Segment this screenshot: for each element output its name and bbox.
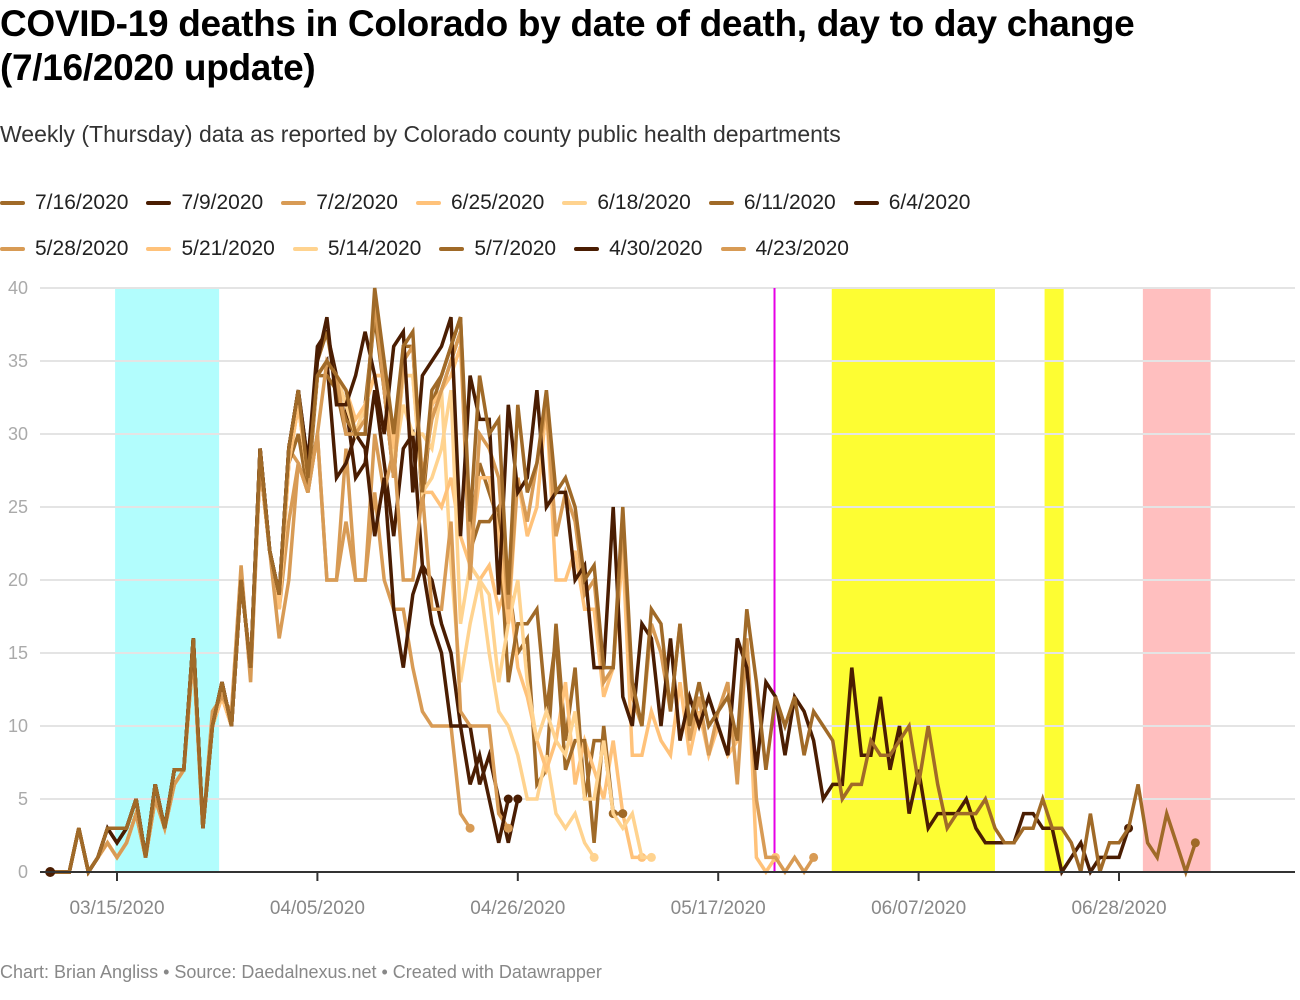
legend-item: 4/23/2020: [720, 237, 849, 261]
series-end-dot: [646, 852, 656, 862]
y-tick-label: 20: [8, 570, 28, 590]
legend-label: 5/28/2020: [35, 237, 129, 260]
series-end-dot: [465, 823, 475, 833]
legend-swatch: [853, 201, 879, 205]
legend-label: 6/25/2020: [450, 191, 545, 214]
y-tick-label: 5: [18, 789, 28, 809]
legend-item: 6/25/2020: [415, 191, 545, 215]
legend-item: 7/2/2020: [281, 191, 398, 215]
legend-item: 7/16/2020: [0, 191, 128, 215]
x-tick-label: 06/28/2020: [1071, 898, 1166, 919]
series-line: [50, 287, 1198, 878]
legend-swatch: [0, 201, 25, 205]
legend-item: 5/14/2020: [292, 237, 422, 261]
legend-row: 7/16/2020 7/9/2020 7/2/2020 6/25/2020 6/18/2…: [0, 180, 1300, 226]
y-tick-label: 10: [8, 716, 28, 736]
chart-footer: Chart: Brian Angliss • Source: Daedalnex…: [0, 962, 602, 982]
legend-label: 7/2/2020: [316, 191, 398, 214]
y-tick-label: 0: [18, 862, 28, 882]
legend-label: 7/16/2020: [35, 191, 129, 214]
series-end-dot: [809, 852, 819, 862]
legend-label: 4/23/2020: [755, 237, 849, 260]
legend-label: 7/9/2020: [181, 191, 264, 214]
x-tick-label: 06/07/2020: [871, 898, 966, 919]
legend-item: 6/11/2020: [708, 191, 836, 215]
legend-swatch: [708, 201, 734, 205]
y-tick-label: 35: [8, 351, 28, 371]
x-tick-label: 03/15/2020: [69, 898, 164, 919]
legend-swatch: [415, 201, 441, 205]
legend-item: 4/30/2020: [574, 237, 703, 261]
y-tick-label: 40: [8, 278, 28, 298]
x-tick-label: 04/05/2020: [270, 898, 365, 919]
chart-subtitle: Weekly (Thursday) data as reported by Co…: [0, 121, 841, 147]
series-end-dot: [618, 809, 628, 819]
x-tick-label: 05/17/2020: [671, 898, 766, 919]
legend: 7/16/2020 7/9/2020 7/2/2020 6/25/2020 6/18/2…: [0, 180, 1300, 272]
legend-swatch: [720, 247, 746, 251]
y-tick-label: 30: [8, 424, 28, 444]
legend-label: 5/14/2020: [327, 237, 422, 260]
legend-label: 4/30/2020: [609, 237, 703, 260]
legend-swatch: [281, 201, 307, 205]
series-end-dot: [1190, 838, 1200, 848]
legend-label: 6/18/2020: [597, 191, 691, 214]
legend-swatch: [439, 247, 465, 251]
legend-item: 5/7/2020: [439, 237, 556, 261]
legend-item: 5/28/2020: [0, 237, 128, 261]
series-end-dot: [503, 823, 513, 833]
legend-swatch: [0, 247, 25, 251]
legend-swatch: [292, 247, 318, 251]
y-tick-label: 15: [8, 643, 28, 663]
legend-label: 6/4/2020: [888, 191, 971, 214]
legend-swatch: [574, 247, 600, 251]
series-end-dot: [503, 794, 513, 804]
legend-swatch: [146, 247, 172, 251]
legend-label: 6/11/2020: [743, 191, 836, 214]
legend-row: 5/28/2020 5/21/2020 5/14/2020 5/7/2020 4/30/…: [0, 226, 1300, 272]
chart-title: COVID-19 deaths in Colorado by date of d…: [0, 3, 1135, 88]
x-tick-label: 04/26/2020: [470, 898, 565, 919]
legend-item: 6/18/2020: [562, 191, 691, 215]
line-chart: 0 5 10 15 20 25 30 35 40 03/15/2020 04/05/2020 04/2…: [8, 278, 1295, 919]
legend-item: 5/21/2020: [146, 237, 275, 261]
legend-item: 6/4/2020: [853, 191, 971, 215]
legend-swatch: [146, 201, 172, 205]
series-end-dot: [589, 852, 599, 862]
legend-item: 7/9/2020: [146, 191, 263, 215]
legend-label: 5/7/2020: [474, 237, 557, 260]
series-end-dot: [513, 794, 523, 804]
legend-swatch: [562, 201, 588, 205]
legend-label: 5/21/2020: [181, 237, 275, 260]
y-tick-label: 25: [8, 497, 28, 517]
